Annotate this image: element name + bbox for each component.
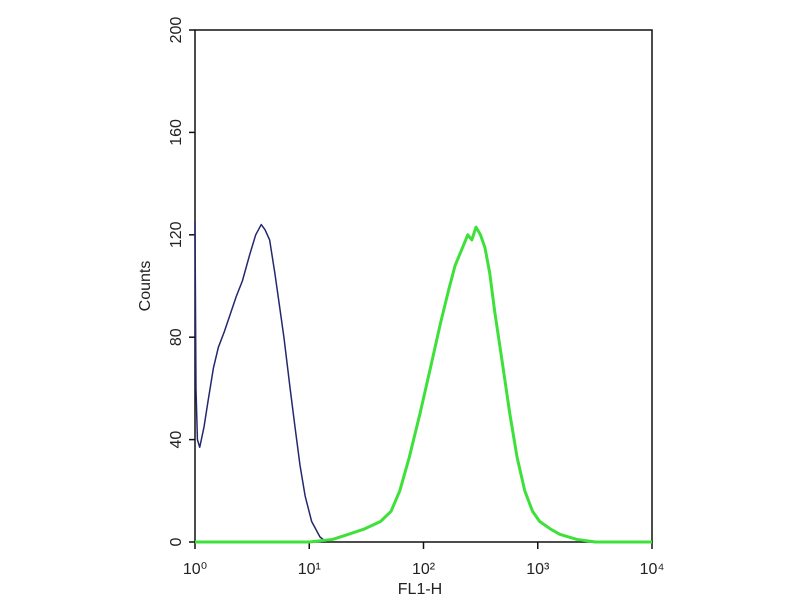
x-axis-label: FL1-H [398,581,442,598]
y-tick-label: 200 [168,17,185,44]
plot-frame [194,29,653,543]
x-tick-label: 10³ [526,561,550,578]
histogram-line [194,221,327,543]
x-tick-label: 10⁰ [183,561,207,578]
y-tick-label: 160 [168,119,185,146]
y-axis-label: Counts [137,261,154,312]
histogram-line [195,225,652,544]
y-tick-label: 0 [168,537,185,546]
y-tick-label: 40 [168,431,185,449]
y-tick-label: 80 [168,328,185,346]
x-tick-label: 10² [412,561,436,578]
x-tick-label: 10⁴ [640,561,665,578]
x-tick-label: 10¹ [298,561,321,578]
y-tick-label: 120 [168,221,185,248]
